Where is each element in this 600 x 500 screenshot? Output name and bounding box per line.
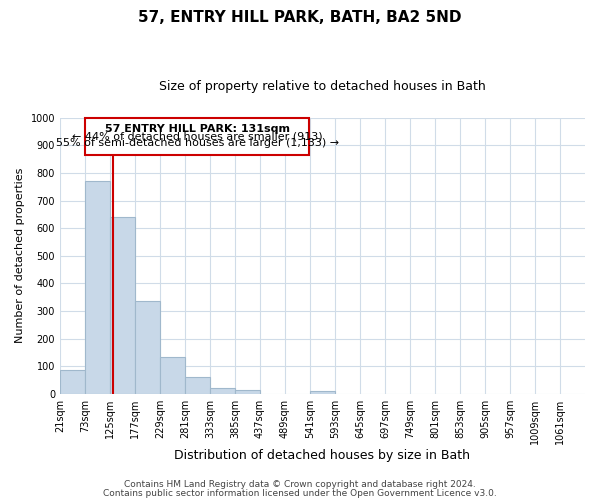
Bar (60, 370, 85, 394)
Bar (185, 378, 210, 394)
Title: Size of property relative to detached houses in Bath: Size of property relative to detached ho… (159, 80, 486, 93)
Y-axis label: Number of detached properties: Number of detached properties (15, 168, 25, 344)
Text: 57, ENTRY HILL PARK, BATH, BA2 5ND: 57, ENTRY HILL PARK, BATH, BA2 5ND (138, 10, 462, 25)
Bar (85, 182, 110, 394)
Text: 57 ENTRY HILL PARK: 131sqm: 57 ENTRY HILL PARK: 131sqm (104, 124, 290, 134)
FancyBboxPatch shape (85, 118, 310, 155)
Bar (310, 391, 335, 394)
Bar (135, 302, 160, 394)
Bar (160, 356, 185, 394)
Bar (235, 390, 260, 394)
Text: 55% of semi-detached houses are larger (1,133) →: 55% of semi-detached houses are larger (… (56, 138, 339, 147)
Bar (210, 388, 235, 394)
Text: ← 44% of detached houses are smaller (913): ← 44% of detached houses are smaller (91… (72, 132, 323, 141)
X-axis label: Distribution of detached houses by size in Bath: Distribution of detached houses by size … (175, 450, 470, 462)
Bar (110, 217, 135, 394)
Text: Contains public sector information licensed under the Open Government Licence v3: Contains public sector information licen… (103, 488, 497, 498)
Text: Contains HM Land Registry data © Crown copyright and database right 2024.: Contains HM Land Registry data © Crown c… (124, 480, 476, 489)
